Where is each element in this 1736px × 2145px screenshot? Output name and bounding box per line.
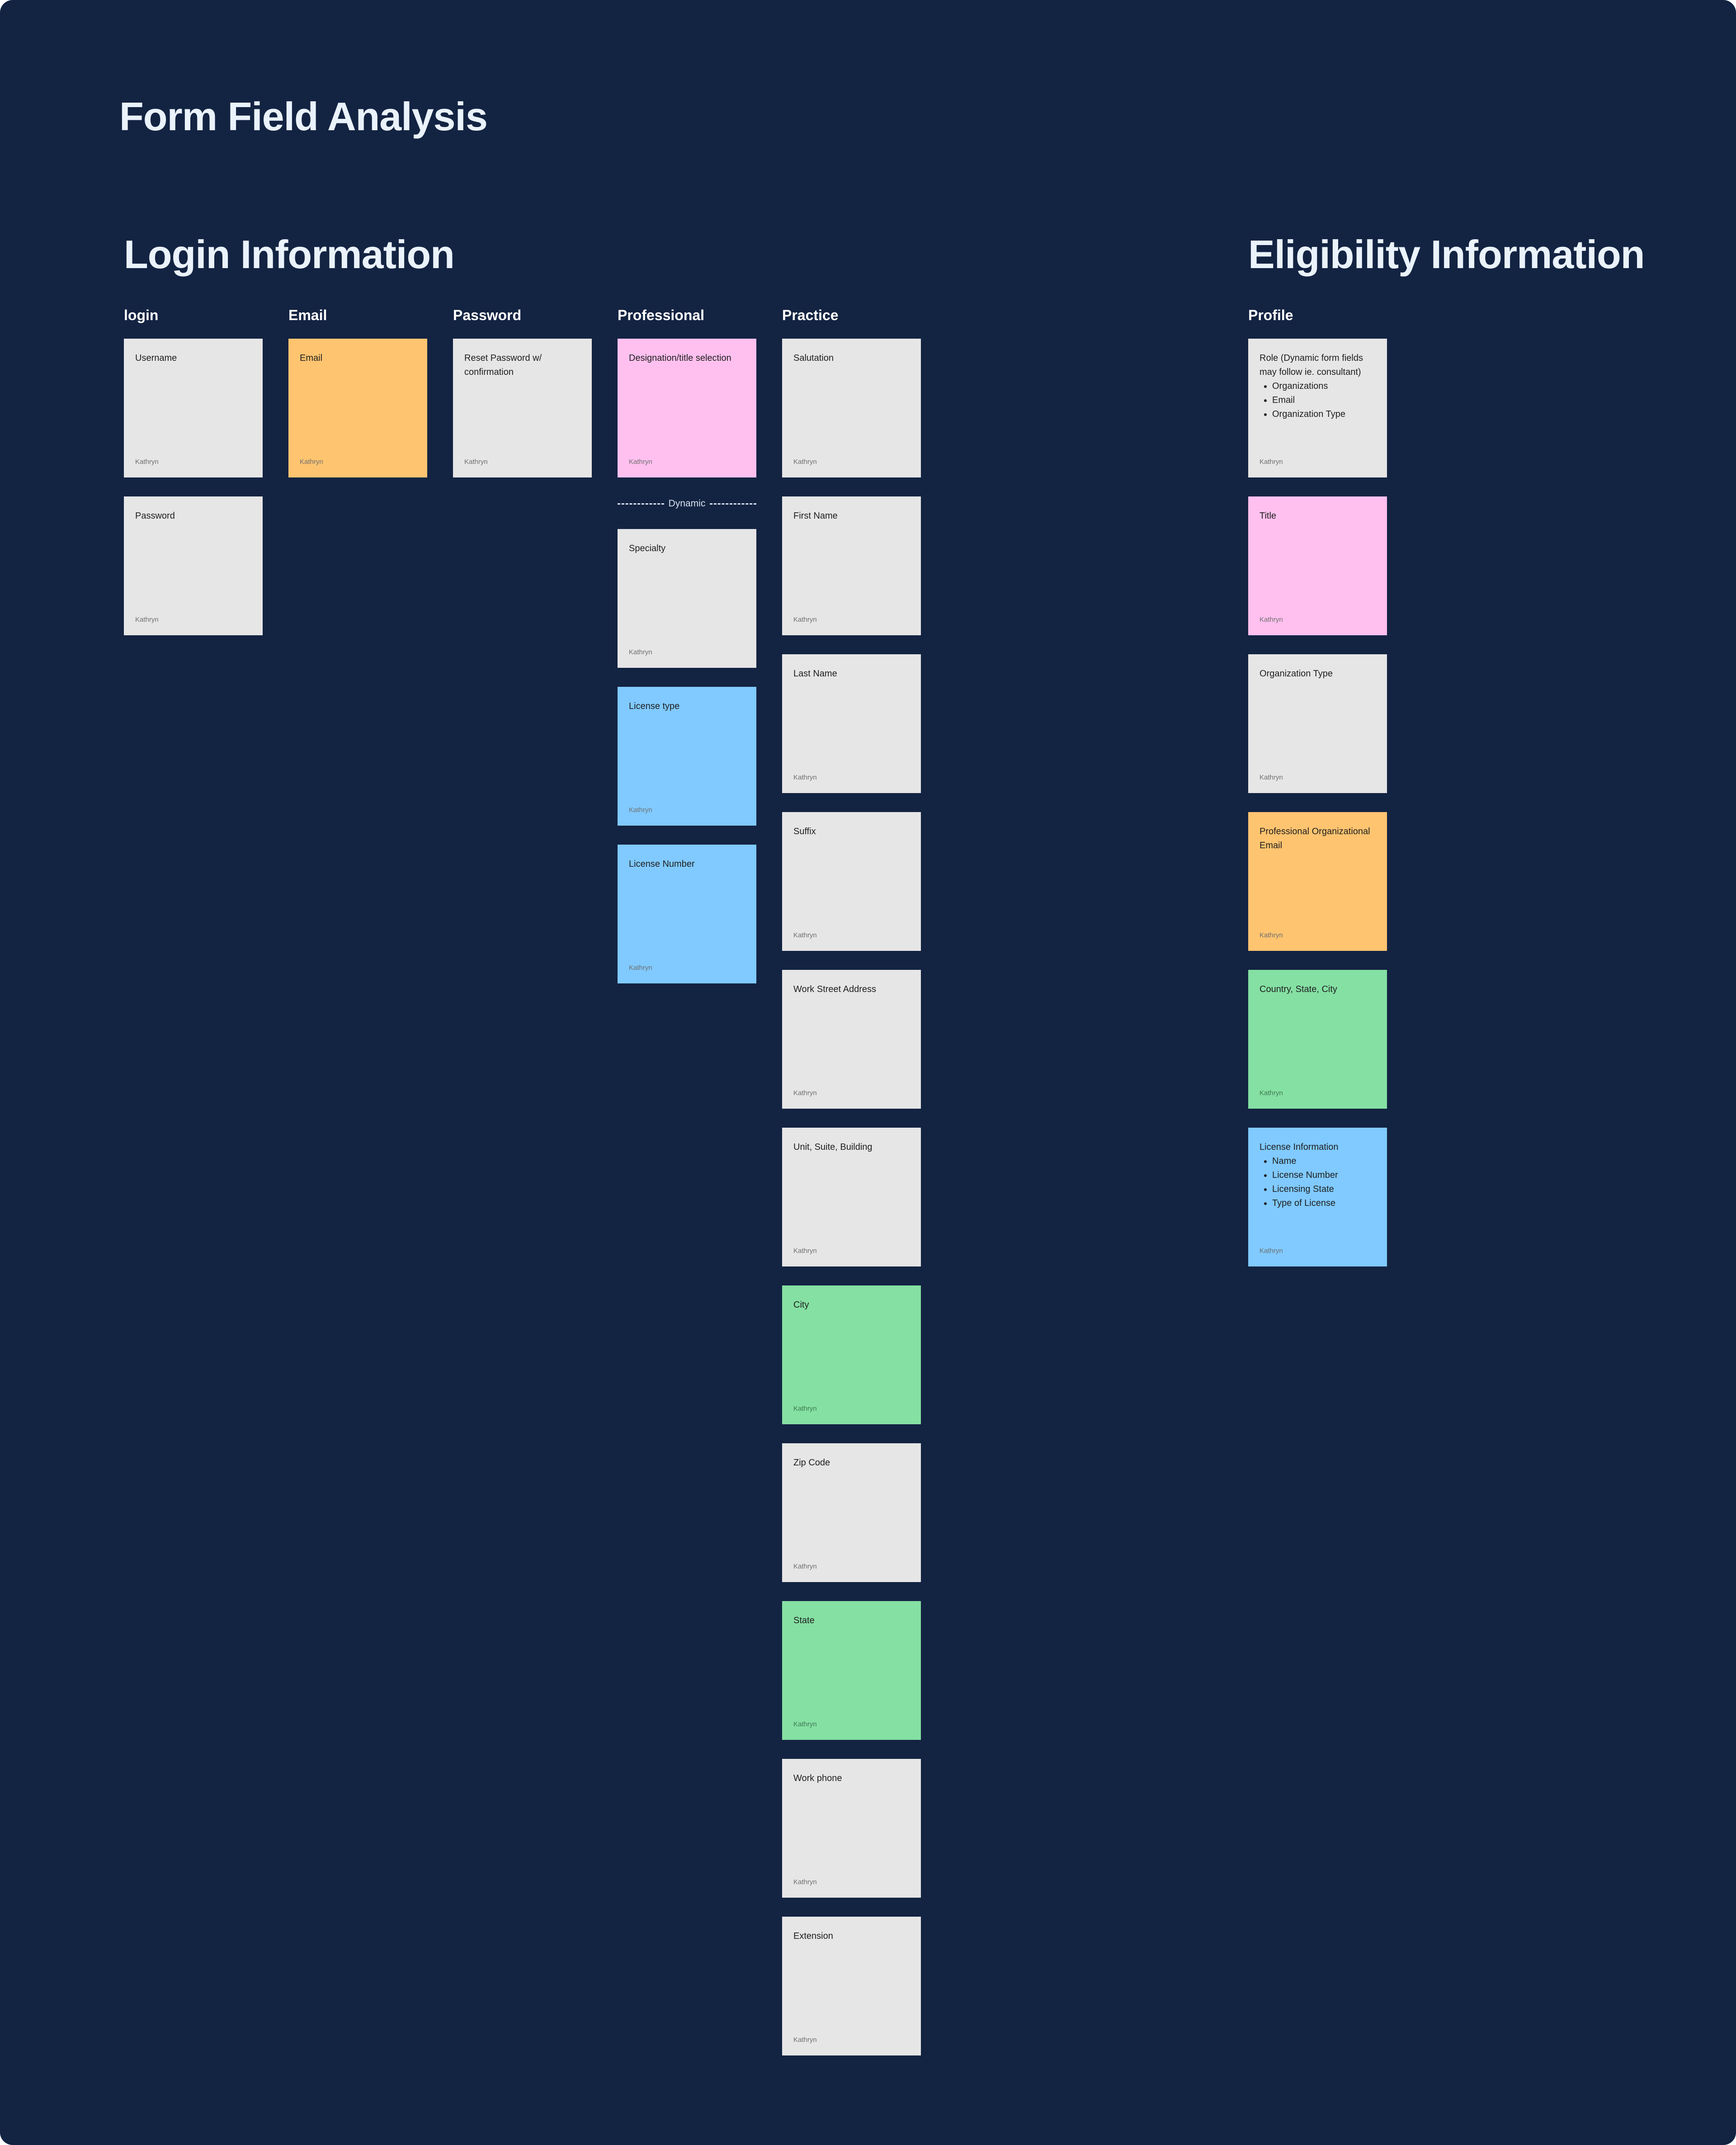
sticky-note-text: Unit, Suite, Building: [793, 1142, 873, 1152]
column-header-password: Password: [453, 307, 522, 323]
sticky-note-author: Kathryn: [793, 1405, 817, 1413]
sticky-note-bullet: Email: [1272, 393, 1376, 407]
sticky-note-text: Suffix: [793, 827, 816, 836]
sticky-note-author: Kathryn: [793, 1878, 817, 1886]
sticky-note-text: Specialty: [629, 543, 666, 553]
sticky-note-text: Email: [300, 353, 323, 363]
sticky-note[interactable]: Specialty Kathryn: [618, 529, 756, 668]
sticky-note-bullet: Organizations: [1272, 379, 1376, 393]
sticky-note[interactable]: Work Street Address Kathryn: [782, 970, 921, 1109]
sticky-note[interactable]: Reset Password w/ confirmation Kathryn: [453, 339, 592, 477]
dynamic-divider: Dynamic: [618, 497, 756, 510]
sticky-note[interactable]: Password Kathryn: [124, 496, 263, 635]
sticky-note[interactable]: Salutation Kathryn: [782, 339, 921, 477]
sticky-note[interactable]: Title Kathryn: [1248, 496, 1387, 635]
sticky-note[interactable]: License type Kathryn: [618, 687, 756, 826]
column-header-email: Email: [288, 307, 327, 323]
sticky-note-bullet: License Number: [1272, 1168, 1376, 1182]
sticky-note[interactable]: Extension Kathryn: [782, 1917, 921, 2055]
sticky-note-bullet-list: OrganizationsEmailOrganization Type: [1260, 379, 1376, 421]
sticky-note-text: Role (Dynamic form fields may follow ie.…: [1260, 353, 1363, 377]
sticky-note-text: Reset Password w/ confirmation: [464, 353, 542, 377]
sticky-note[interactable]: Organization Type Kathryn: [1248, 654, 1387, 793]
sticky-note-bullet: Type of License: [1272, 1196, 1376, 1210]
column-header-profile: Profile: [1248, 307, 1293, 323]
sticky-note-text: Username: [135, 353, 177, 363]
sticky-note-text: City: [793, 1300, 809, 1310]
sticky-note-author: Kathryn: [793, 1089, 817, 1097]
sticky-note-text: Salutation: [793, 353, 834, 363]
page-title: Form Field Analysis: [119, 94, 488, 139]
sticky-note-text: First Name: [793, 511, 838, 521]
sticky-note-author: Kathryn: [629, 648, 652, 656]
sticky-note-author: Kathryn: [1260, 458, 1283, 466]
sticky-note-author: Kathryn: [793, 2036, 817, 2044]
sticky-note-author: Kathryn: [793, 458, 817, 466]
sticky-note-author: Kathryn: [793, 616, 817, 624]
sticky-note-bullet: Organization Type: [1272, 407, 1376, 421]
sticky-note-text: Work Street Address: [793, 984, 877, 994]
sticky-note-bullet-list: NameLicense NumberLicensing StateType of…: [1260, 1154, 1376, 1210]
sticky-note[interactable]: State Kathryn: [782, 1601, 921, 1740]
sticky-note[interactable]: License Number Kathryn: [618, 845, 756, 983]
sticky-note-text: Title: [1260, 511, 1277, 521]
divider-dash-right: [710, 503, 756, 505]
sticky-note[interactable]: Last Name Kathryn: [782, 654, 921, 793]
sticky-note-author: Kathryn: [793, 1720, 817, 1728]
sticky-note-bullet: Name: [1272, 1154, 1376, 1168]
sticky-note[interactable]: Country, State, City Kathryn: [1248, 970, 1387, 1109]
sticky-note-author: Kathryn: [464, 458, 488, 466]
sticky-note-text: Password: [135, 511, 175, 521]
sticky-note-author: Kathryn: [793, 1247, 817, 1255]
sticky-note[interactable]: Designation/title selection Kathryn: [618, 339, 756, 477]
sticky-note-author: Kathryn: [793, 931, 817, 939]
sticky-note-author: Kathryn: [1260, 931, 1283, 939]
sticky-note[interactable]: License Information NameLicense NumberLic…: [1248, 1128, 1387, 1266]
sticky-note-author: Kathryn: [793, 774, 817, 781]
section-title-login: Login Information: [124, 232, 455, 277]
column-header-professional: Professional: [618, 307, 705, 323]
sticky-note[interactable]: Unit, Suite, Building Kathryn: [782, 1128, 921, 1266]
sticky-note-author: Kathryn: [793, 1563, 817, 1570]
sticky-note-author: Kathryn: [300, 458, 323, 466]
sticky-note[interactable]: Work phone Kathryn: [782, 1759, 921, 1898]
section-title-eligibility: Eligibility Information: [1248, 232, 1645, 277]
sticky-note-author: Kathryn: [1260, 774, 1283, 781]
sticky-note-author: Kathryn: [135, 616, 159, 624]
dynamic-divider-label: Dynamic: [668, 498, 706, 509]
sticky-note-text: Designation/title selection: [629, 353, 731, 363]
sticky-note[interactable]: Professional Organizational Email Kathryn: [1248, 812, 1387, 951]
sticky-note-text: Professional Organizational Email: [1260, 827, 1370, 850]
sticky-note-text: Work phone: [793, 1773, 842, 1783]
sticky-note-text: State: [793, 1616, 815, 1625]
column-header-login: login: [124, 307, 159, 323]
sticky-note-bullet: Licensing State: [1272, 1182, 1376, 1196]
sticky-note[interactable]: Suffix Kathryn: [782, 812, 921, 951]
sticky-note-text: Zip Code: [793, 1458, 830, 1468]
column-header-practice: Practice: [782, 307, 839, 323]
sticky-note[interactable]: Email Kathryn: [288, 339, 427, 477]
sticky-note[interactable]: First Name Kathryn: [782, 496, 921, 635]
sticky-note-author: Kathryn: [1260, 1247, 1283, 1255]
divider-dash-left: [618, 503, 664, 505]
sticky-note[interactable]: Username Kathryn: [124, 339, 263, 477]
sticky-note-author: Kathryn: [135, 458, 159, 466]
sticky-note-author: Kathryn: [629, 964, 652, 972]
sticky-note-author: Kathryn: [629, 458, 652, 466]
sticky-note-text: Country, State, City: [1260, 984, 1337, 994]
sticky-note[interactable]: City Kathryn: [782, 1285, 921, 1424]
sticky-note[interactable]: Role (Dynamic form fields may follow ie.…: [1248, 339, 1387, 477]
sticky-note-text: Organization Type: [1260, 669, 1333, 679]
sticky-note-text: Last Name: [793, 669, 837, 679]
sticky-note-text: License Number: [629, 859, 695, 869]
sticky-note-author: Kathryn: [1260, 616, 1283, 624]
sticky-note[interactable]: Zip Code Kathryn: [782, 1443, 921, 1582]
sticky-note-text: Extension: [793, 1931, 833, 1941]
sticky-note-author: Kathryn: [1260, 1089, 1283, 1097]
sticky-note-text: License type: [629, 701, 680, 711]
sticky-note-text: License Information: [1260, 1142, 1339, 1152]
sticky-note-author: Kathryn: [629, 806, 652, 814]
